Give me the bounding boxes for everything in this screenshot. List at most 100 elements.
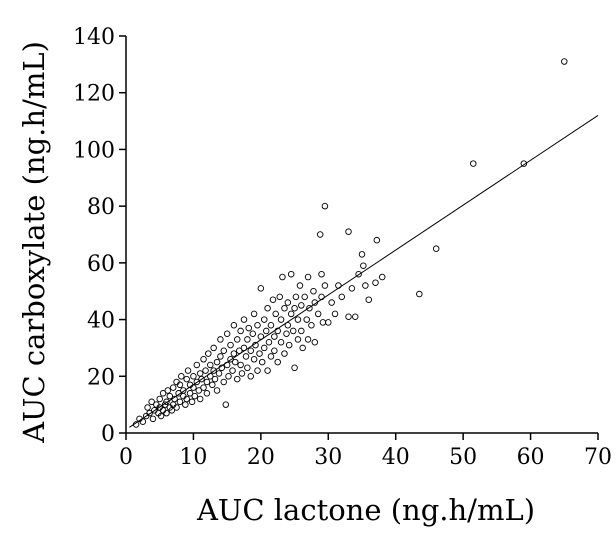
data-point bbox=[209, 381, 216, 389]
data-point bbox=[328, 299, 335, 306]
data-point bbox=[190, 384, 197, 391]
y-tick-label: 120 bbox=[73, 82, 115, 107]
data-point bbox=[281, 304, 288, 312]
data-point bbox=[264, 367, 271, 374]
data-point bbox=[338, 293, 346, 301]
data-point bbox=[186, 390, 194, 397]
data-point bbox=[281, 350, 288, 357]
data-point bbox=[274, 358, 281, 366]
data-point bbox=[276, 293, 283, 301]
data-point bbox=[316, 231, 324, 238]
data-point bbox=[277, 316, 285, 323]
data-point bbox=[303, 316, 310, 323]
data-point bbox=[348, 285, 356, 292]
y-tick-label: 80 bbox=[87, 195, 115, 220]
data-point bbox=[238, 370, 246, 377]
data-point bbox=[144, 404, 151, 411]
data-point bbox=[169, 384, 177, 391]
data-point bbox=[230, 350, 238, 357]
data-point bbox=[287, 310, 295, 318]
data-point bbox=[249, 330, 257, 338]
data-point bbox=[220, 378, 228, 386]
data-point bbox=[245, 324, 252, 332]
data-point bbox=[227, 356, 234, 363]
data-points bbox=[132, 58, 568, 428]
data-point bbox=[294, 316, 302, 323]
data-point bbox=[284, 299, 292, 306]
data-point bbox=[291, 304, 298, 312]
y-tick-label: 140 bbox=[73, 25, 115, 50]
data-point bbox=[358, 251, 366, 258]
data-point bbox=[176, 398, 184, 406]
data-point bbox=[164, 387, 172, 394]
data-point bbox=[240, 344, 248, 352]
data-point bbox=[360, 262, 367, 269]
data-point bbox=[213, 358, 221, 366]
data-point bbox=[159, 390, 167, 397]
data-point bbox=[254, 321, 261, 329]
data-point bbox=[298, 302, 305, 309]
data-point bbox=[321, 282, 329, 289]
data-point bbox=[180, 387, 187, 394]
data-point bbox=[277, 339, 285, 346]
x-axis-title: AUC lactone (ng.h/mL) bbox=[196, 493, 535, 527]
data-point bbox=[345, 228, 352, 235]
data-point bbox=[173, 404, 180, 411]
data-point bbox=[230, 321, 238, 329]
data-point bbox=[163, 409, 170, 417]
data-point bbox=[148, 398, 155, 406]
data-point bbox=[263, 327, 270, 335]
data-point bbox=[196, 395, 204, 403]
data-point bbox=[211, 375, 219, 383]
data-point bbox=[271, 333, 278, 340]
data-point bbox=[157, 412, 165, 420]
data-point bbox=[247, 373, 254, 380]
data-point bbox=[193, 361, 201, 369]
data-point bbox=[470, 160, 477, 167]
data-point bbox=[190, 373, 197, 380]
data-point bbox=[301, 293, 308, 301]
data-point bbox=[213, 387, 221, 394]
data-point bbox=[195, 387, 203, 394]
data-point bbox=[139, 418, 147, 425]
data-point bbox=[318, 270, 325, 278]
data-point bbox=[200, 384, 207, 391]
data-point bbox=[202, 367, 209, 374]
x-tick-label: 0 bbox=[119, 445, 133, 470]
data-point bbox=[257, 285, 265, 292]
data-point bbox=[236, 347, 243, 355]
data-point bbox=[304, 273, 312, 281]
data-point bbox=[222, 401, 230, 408]
data-point bbox=[260, 316, 268, 323]
data-point bbox=[193, 378, 201, 386]
data-point bbox=[306, 304, 313, 312]
data-point bbox=[156, 395, 163, 403]
data-point bbox=[254, 367, 261, 374]
data-point bbox=[325, 319, 332, 326]
data-point bbox=[257, 333, 265, 340]
x-tick-label: 20 bbox=[247, 445, 275, 470]
data-point bbox=[331, 310, 339, 318]
data-point bbox=[146, 409, 153, 417]
data-point bbox=[321, 202, 329, 210]
data-point bbox=[250, 310, 258, 318]
x-tick-label: 70 bbox=[584, 445, 612, 470]
data-point bbox=[210, 344, 217, 352]
data-point bbox=[265, 339, 273, 346]
data-point bbox=[311, 299, 319, 306]
data-point bbox=[378, 273, 386, 281]
data-point bbox=[289, 327, 297, 335]
data-point bbox=[175, 390, 182, 397]
data-point bbox=[183, 375, 190, 383]
y-tick-label: 60 bbox=[87, 252, 115, 277]
data-point bbox=[561, 58, 568, 65]
data-point bbox=[200, 356, 207, 363]
x-tick-label: 40 bbox=[382, 445, 410, 470]
data-point bbox=[311, 339, 319, 346]
data-point bbox=[210, 367, 217, 374]
data-point bbox=[304, 336, 312, 343]
data-point bbox=[274, 327, 281, 335]
data-point bbox=[242, 353, 250, 360]
data-point bbox=[217, 336, 224, 343]
data-point bbox=[373, 236, 381, 244]
